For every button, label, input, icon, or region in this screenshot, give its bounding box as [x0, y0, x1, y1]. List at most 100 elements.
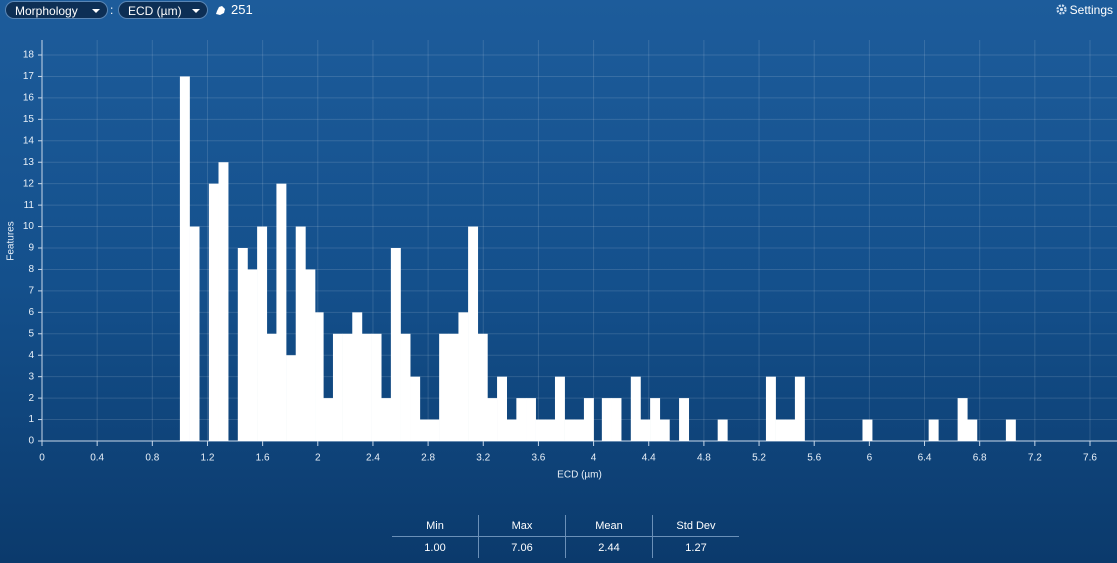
toolbar: Morphology : ECD (µm) 251 Settings	[0, 0, 1117, 22]
bar	[179, 76, 190, 441]
bar	[448, 333, 459, 441]
bar	[487, 398, 498, 441]
bar	[477, 333, 488, 441]
bar	[332, 333, 343, 441]
bar	[361, 333, 372, 441]
bar	[611, 398, 622, 441]
x-tick-label: 1.2	[201, 453, 215, 464]
bar	[794, 376, 805, 441]
bar	[208, 183, 219, 441]
y-tick-label: 6	[28, 307, 34, 318]
y-tick-label: 3	[28, 371, 34, 382]
x-tick-label: 1.6	[256, 453, 270, 464]
stats-row: 1.00 7.06 2.44 1.27	[392, 536, 739, 558]
bar	[305, 269, 316, 441]
y-tick-label: 7	[28, 286, 34, 297]
settings-label: Settings	[1069, 3, 1113, 17]
bar	[390, 248, 401, 441]
y-tick-label: 11	[24, 200, 35, 211]
bar	[419, 419, 430, 441]
bar	[342, 333, 353, 441]
caret	[92, 9, 100, 13]
bar	[928, 419, 939, 441]
bar	[659, 419, 670, 441]
bar	[601, 398, 612, 441]
x-tick-label: 6	[867, 453, 873, 464]
value-cell: 1.00	[424, 541, 446, 554]
x-tick-label: 4	[591, 453, 597, 464]
bar	[630, 376, 641, 441]
bar	[564, 419, 575, 441]
x-tick-label: 2.8	[421, 453, 435, 464]
bar	[266, 333, 277, 441]
bar	[717, 419, 728, 441]
y-tick-label: 8	[28, 264, 34, 275]
measure-dropdown[interactable]: ECD (µm)	[118, 1, 208, 19]
y-tick-label: 10	[23, 221, 35, 232]
x-tick-label: 7.6	[1083, 453, 1097, 464]
header-cell: Max	[478, 515, 566, 537]
y-tick-label: 0	[28, 436, 34, 447]
bar	[315, 312, 324, 441]
bar	[410, 376, 421, 441]
bar	[506, 419, 517, 441]
x-tick-label: 4.8	[697, 453, 711, 464]
bar	[400, 333, 411, 441]
settings-button[interactable]: Settings	[1056, 3, 1113, 17]
y-axis-label: Features	[6, 221, 17, 260]
bar	[583, 398, 594, 441]
particle-icon	[216, 6, 225, 15]
y-tick-label: 14	[23, 135, 35, 146]
bar	[189, 226, 200, 441]
value-cell: 7.06	[478, 536, 566, 558]
x-tick-label: 4.4	[642, 453, 656, 464]
bar	[237, 248, 248, 441]
x-axis-label: ECD (µm)	[557, 470, 602, 481]
x-tick-label: 0	[39, 453, 45, 464]
category-dropdown[interactable]: Morphology	[5, 1, 108, 19]
bar	[967, 419, 978, 441]
bar	[545, 419, 556, 441]
header-cell: Min	[392, 515, 479, 537]
header-cell: Mean	[565, 515, 653, 537]
dropdown-text: Morphology	[15, 4, 78, 18]
bar	[286, 355, 297, 441]
bar	[352, 312, 363, 441]
y-tick-label: 17	[23, 71, 35, 82]
bar	[574, 419, 585, 441]
bar	[458, 312, 469, 441]
x-tick-label: 6.4	[918, 453, 932, 464]
x-tick-label: 3.2	[476, 453, 490, 464]
bar	[429, 419, 440, 441]
x-tick-label: 2.4	[366, 453, 380, 464]
bar	[516, 398, 527, 441]
bar	[468, 226, 479, 441]
value-cell: 2.44	[565, 536, 653, 558]
y-tick-label: 1	[28, 414, 34, 425]
bar	[775, 419, 786, 441]
bar	[295, 226, 306, 441]
bar	[526, 398, 536, 441]
y-tick-label: 5	[28, 328, 34, 339]
x-tick-label: 5.6	[807, 453, 821, 464]
bar	[785, 419, 796, 441]
bar	[247, 269, 258, 441]
stats-header: Min Max Mean Std Dev	[392, 515, 739, 537]
y-tick-label: 16	[23, 93, 35, 104]
bar	[1005, 419, 1016, 441]
x-tick-label: 6.8	[973, 453, 987, 464]
bar	[957, 398, 968, 441]
y-tick-label: 13	[23, 157, 35, 168]
gear-icon	[1056, 4, 1067, 15]
x-tick-label: 7.2	[1028, 453, 1042, 464]
y-tick-label: 9	[28, 243, 34, 254]
x-tick-label: 5.2	[752, 453, 766, 464]
bar	[679, 398, 690, 441]
header-cell: Std Dev	[652, 515, 739, 537]
bar	[323, 398, 334, 441]
y-tick-label: 4	[28, 350, 34, 361]
bar	[497, 376, 508, 441]
bar	[535, 419, 546, 441]
